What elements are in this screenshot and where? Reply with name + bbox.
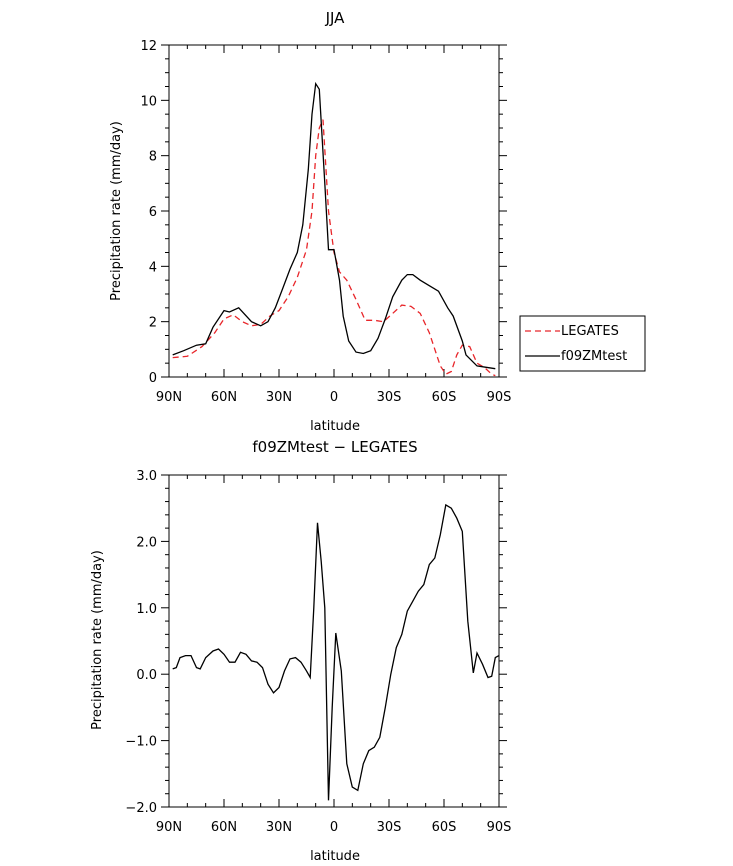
y-tick-label: 4 — [149, 260, 157, 275]
top-panel: JJA 0 2 4 6 8 10 12 90N 60N 30N 0 30S 60S 90S latitu… — [109, 9, 646, 434]
y-tick-label: 12 — [140, 39, 157, 54]
top-series — [172, 81, 496, 377]
y-tick-label: 2 — [149, 316, 157, 331]
bottom-y-tick-labels: −2.0 −1.0 0.0 1.0 2.0 3.0 — [125, 469, 157, 816]
y-tick-label: 10 — [140, 94, 157, 109]
series-line-f09zmtest — [172, 81, 496, 370]
top-x-tick-labels: 90N 60N 30N 0 30S 60S 90S — [156, 390, 512, 405]
x-tick-label: 90S — [487, 390, 512, 405]
bottom-x-tick-labels: 90N 60N 30N 0 30S 60S 90S — [156, 820, 512, 835]
top-y-axis-label: Precipitation rate (mm/day) — [109, 121, 124, 301]
bottom-ticks — [161, 474, 507, 808]
bottom-x-axis-label: latitude — [310, 849, 360, 864]
x-tick-label: 30S — [377, 390, 402, 405]
y-tick-label: 0 — [149, 371, 157, 386]
y-tick-label: 2.0 — [136, 535, 157, 550]
y-tick-label: 6 — [149, 205, 157, 220]
y-tick-label: 8 — [149, 150, 157, 165]
bottom-series — [172, 503, 500, 801]
y-tick-label: 0.0 — [136, 668, 157, 683]
x-tick-label: 90N — [156, 390, 182, 405]
x-tick-label: 60S — [432, 390, 457, 405]
y-tick-label: −2.0 — [125, 801, 157, 816]
bottom-chart-title: f09ZMtest − LEGATES — [252, 438, 417, 456]
legend-label-f09zmtest: f09ZMtest — [561, 349, 627, 364]
bottom-y-axis-label: Precipitation rate (mm/day) — [90, 550, 105, 730]
y-tick-label: 3.0 — [136, 469, 157, 484]
legend: LEGATES f09ZMtest — [519, 315, 646, 372]
x-tick-label: 60N — [211, 390, 237, 405]
x-tick-label: 60S — [432, 820, 457, 835]
y-tick-label: −1.0 — [125, 735, 157, 750]
series-line-difference — [172, 503, 500, 801]
top-x-axis-label: latitude — [310, 419, 360, 434]
x-tick-label: 90S — [487, 820, 512, 835]
x-tick-label: 0 — [330, 820, 338, 835]
x-tick-label: 30N — [266, 390, 292, 405]
legend-label-legates: LEGATES — [561, 324, 619, 339]
y-tick-label: 1.0 — [136, 602, 157, 617]
top-ticks — [161, 44, 507, 378]
x-tick-label: 60N — [211, 820, 237, 835]
bottom-panel: f09ZMtest − LEGATES −2.0 −1.0 0.0 1.0 2.0 3.0… — [90, 438, 511, 864]
x-tick-label: 90N — [156, 820, 182, 835]
top-chart-title: JJA — [325, 9, 346, 27]
x-tick-label: 30S — [377, 820, 402, 835]
legend-box — [519, 315, 646, 372]
x-tick-label: 0 — [330, 390, 338, 405]
top-y-tick-labels: 0 2 4 6 8 10 12 — [140, 39, 157, 386]
x-tick-label: 30N — [266, 820, 292, 835]
